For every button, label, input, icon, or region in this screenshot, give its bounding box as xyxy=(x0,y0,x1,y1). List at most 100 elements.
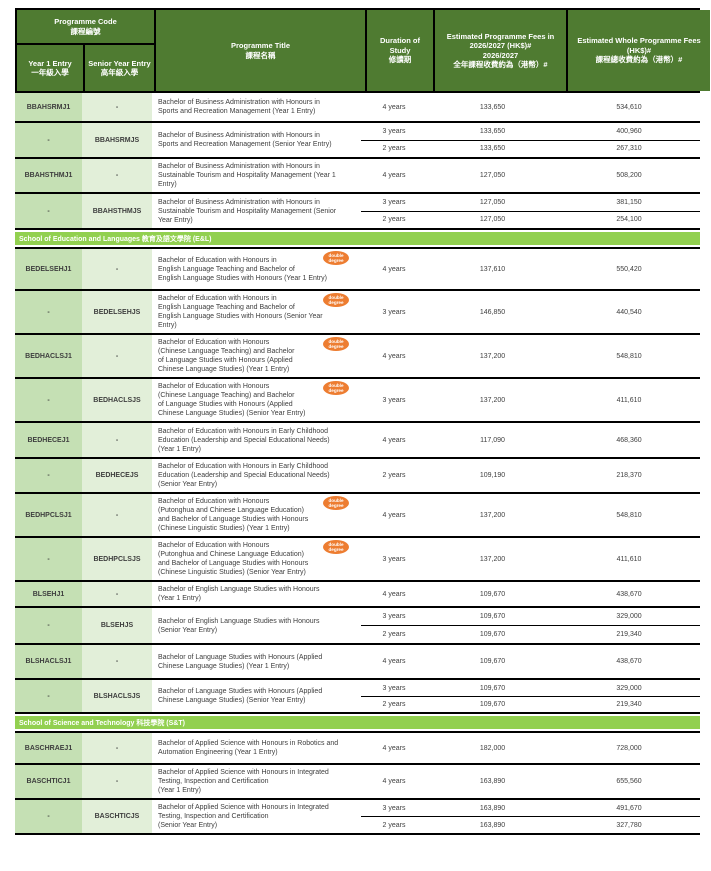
year1-code: BEDHACLSJ1 xyxy=(15,335,82,377)
programme-title-cell: Bachelor of Education with Honours in En… xyxy=(152,249,361,289)
year1-code: BLSHACLSJ1 xyxy=(15,645,82,678)
section-header-education-and-languages: School of Education and Languages 教育及語文學… xyxy=(15,232,700,245)
programme-title: Bachelor of Education with Honours in Ea… xyxy=(158,427,330,453)
table-row: BASCHRAEJ1 - Bachelor of Applied Science… xyxy=(15,731,700,765)
whole-fee: 534,610 xyxy=(616,103,642,111)
programme-title-cell: Bachelor of Applied Science with Honours… xyxy=(152,765,361,798)
programme-title: Bachelor of Applied Science with Honours… xyxy=(158,804,329,829)
programme-title: Bachelor of Education with Honours in En… xyxy=(158,295,323,329)
table-row: - BEDHECEJS Bachelor of Education with H… xyxy=(15,459,700,494)
annual-fee: 133,650 xyxy=(479,103,506,111)
table-row: BLSEHJ1 - Bachelor of English Language S… xyxy=(15,582,700,608)
programme-title-cell: Bachelor of Education with Honours (Chin… xyxy=(152,335,361,377)
whole-fee: 254,100 xyxy=(616,216,642,224)
col-header-programme-code: Programme Code 課程編號 xyxy=(17,10,154,43)
whole-fee: 548,810 xyxy=(616,352,642,360)
section-header-science-and-technology: School of Science and Technology 科技學院 (S… xyxy=(15,716,700,729)
programme-fees-table: Programme Code 課程編號 Year 1 Entry 一年級入學 S… xyxy=(15,8,710,835)
programme-title: Bachelor of Education with Honours in En… xyxy=(158,256,328,282)
whole-fee: 219,340 xyxy=(616,631,642,638)
annual-fee: 127,050 xyxy=(479,216,506,224)
programme-title-cell: Bachelor of Business Administration with… xyxy=(152,159,361,192)
duration: 3 years xyxy=(382,684,406,692)
programme-title-cell: Bachelor of Education with Honours (Puto… xyxy=(152,494,361,536)
programme-title-cell: Bachelor of Education with Honours in Ea… xyxy=(152,459,361,492)
table-row: - BEDHPCLSJS Bachelor of Education with … xyxy=(15,538,700,582)
programme-title: Bachelor of Language Studies with Honour… xyxy=(158,653,323,670)
programme-title-cell: Bachelor of Education with Honours (Chin… xyxy=(152,379,361,421)
annual-fee: 133,650 xyxy=(479,127,506,135)
programme-title-cell: Bachelor of English Language Studies wit… xyxy=(152,582,361,606)
whole-fee: 468,360 xyxy=(616,436,642,444)
duration: 2 years xyxy=(382,631,406,638)
annual-fee: 133,650 xyxy=(479,145,506,153)
duration: 3 years xyxy=(382,308,406,316)
whole-fee: 550,420 xyxy=(616,265,642,273)
annual-fee: 109,670 xyxy=(479,658,506,665)
programme-title: Bachelor of Education with Honours (Chin… xyxy=(158,383,306,417)
annual-fee: 146,850 xyxy=(479,308,506,316)
duration: 4 years xyxy=(382,590,406,598)
annual-fee: 127,050 xyxy=(479,198,506,206)
year1-code: - xyxy=(15,459,82,492)
table-row: BEDELSEHJ1 - Bachelor of Education with … xyxy=(15,247,700,291)
year1-code: - xyxy=(15,538,82,580)
duration: 3 years xyxy=(382,396,406,404)
table-row: - BLSEHJS Bachelor of English Language S… xyxy=(15,608,700,645)
annual-fee: 163,890 xyxy=(479,778,506,785)
senior-code: - xyxy=(82,494,152,536)
duration: 4 years xyxy=(382,658,406,665)
table-row: - BBAHSTHMJS Bachelor of Business Admini… xyxy=(15,194,700,230)
year1-code: BEDHECEJ1 xyxy=(15,423,82,457)
year1-code: BBAHSRMJ1 xyxy=(15,93,82,121)
year1-code: BASCHRAEJ1 xyxy=(15,733,82,763)
whole-fee: 411,610 xyxy=(616,396,642,404)
duration: 3 years xyxy=(382,555,406,563)
senior-code: BASCHTICJS xyxy=(82,800,152,833)
annual-fee: 182,000 xyxy=(479,744,506,752)
senior-code: BEDHPCLSJS xyxy=(82,538,152,580)
col-header-duration: Duration of Study 修讀期 xyxy=(367,10,433,91)
programme-title-cell: Bachelor of Language Studies with Honour… xyxy=(152,645,361,678)
duration: 4 years xyxy=(382,436,406,444)
year1-code: - xyxy=(15,608,82,643)
whole-fee: 440,540 xyxy=(616,308,642,316)
duration: 4 years xyxy=(382,172,406,179)
table-row: BLSHACLSJ1 - Bachelor of Language Studie… xyxy=(15,645,700,680)
annual-fee: 137,200 xyxy=(479,511,506,519)
senior-code: BBAHSRMJS xyxy=(82,123,152,157)
annual-fee: 109,190 xyxy=(479,472,506,479)
annual-fee: 137,610 xyxy=(479,265,506,273)
table-row: BASCHTICJ1 - Bachelor of Applied Science… xyxy=(15,765,700,800)
programme-title-cell: Bachelor of Applied Science with Honours… xyxy=(152,800,361,833)
duration: 2 years xyxy=(382,701,406,708)
programme-title: Bachelor of Business Administration with… xyxy=(158,132,332,148)
programme-title-cell: Bachelor of Business Administration with… xyxy=(152,194,361,228)
table-row: - BEDELSEHJS Bachelor of Education with … xyxy=(15,291,700,335)
table-row: - BEDHACLSJS Bachelor of Education with … xyxy=(15,379,700,423)
double-degree-badge: double degree xyxy=(323,293,349,307)
duration: 3 years xyxy=(382,127,406,135)
programme-title: Bachelor of Business Administration with… xyxy=(158,163,336,188)
table-row: BBAHSTHMJ1 - Bachelor of Business Admini… xyxy=(15,159,700,194)
table-row: BEDHECEJ1 - Bachelor of Education with H… xyxy=(15,423,700,459)
table-header: Programme Code 課程編號 Year 1 Entry 一年級入學 S… xyxy=(15,8,710,93)
whole-fee: 381,150 xyxy=(616,198,642,206)
programme-title: Bachelor of Education with Honours (Puto… xyxy=(158,498,309,532)
table-row: BEDHPCLSJ1 - Bachelor of Education with … xyxy=(15,494,700,538)
annual-fee: 127,050 xyxy=(479,172,506,179)
programme-title-cell: Bachelor of Applied Science with Honours… xyxy=(152,733,361,763)
senior-code: - xyxy=(82,249,152,289)
programme-title: Bachelor of Language Studies with Honour… xyxy=(158,688,323,704)
programme-title: Bachelor of Education with Honours in Ea… xyxy=(158,463,330,488)
whole-fee: 548,810 xyxy=(616,511,642,519)
duration: 2 years xyxy=(382,216,406,224)
programme-title-cell: Bachelor of Business Administration with… xyxy=(152,93,361,121)
senior-code: - xyxy=(82,645,152,678)
duration: 2 years xyxy=(382,145,406,153)
whole-fee: 491,670 xyxy=(616,804,642,812)
double-degree-badge: double degree xyxy=(323,381,349,395)
duration: 2 years xyxy=(382,821,406,829)
duration: 4 years xyxy=(382,103,406,111)
whole-fee: 329,000 xyxy=(616,684,642,692)
